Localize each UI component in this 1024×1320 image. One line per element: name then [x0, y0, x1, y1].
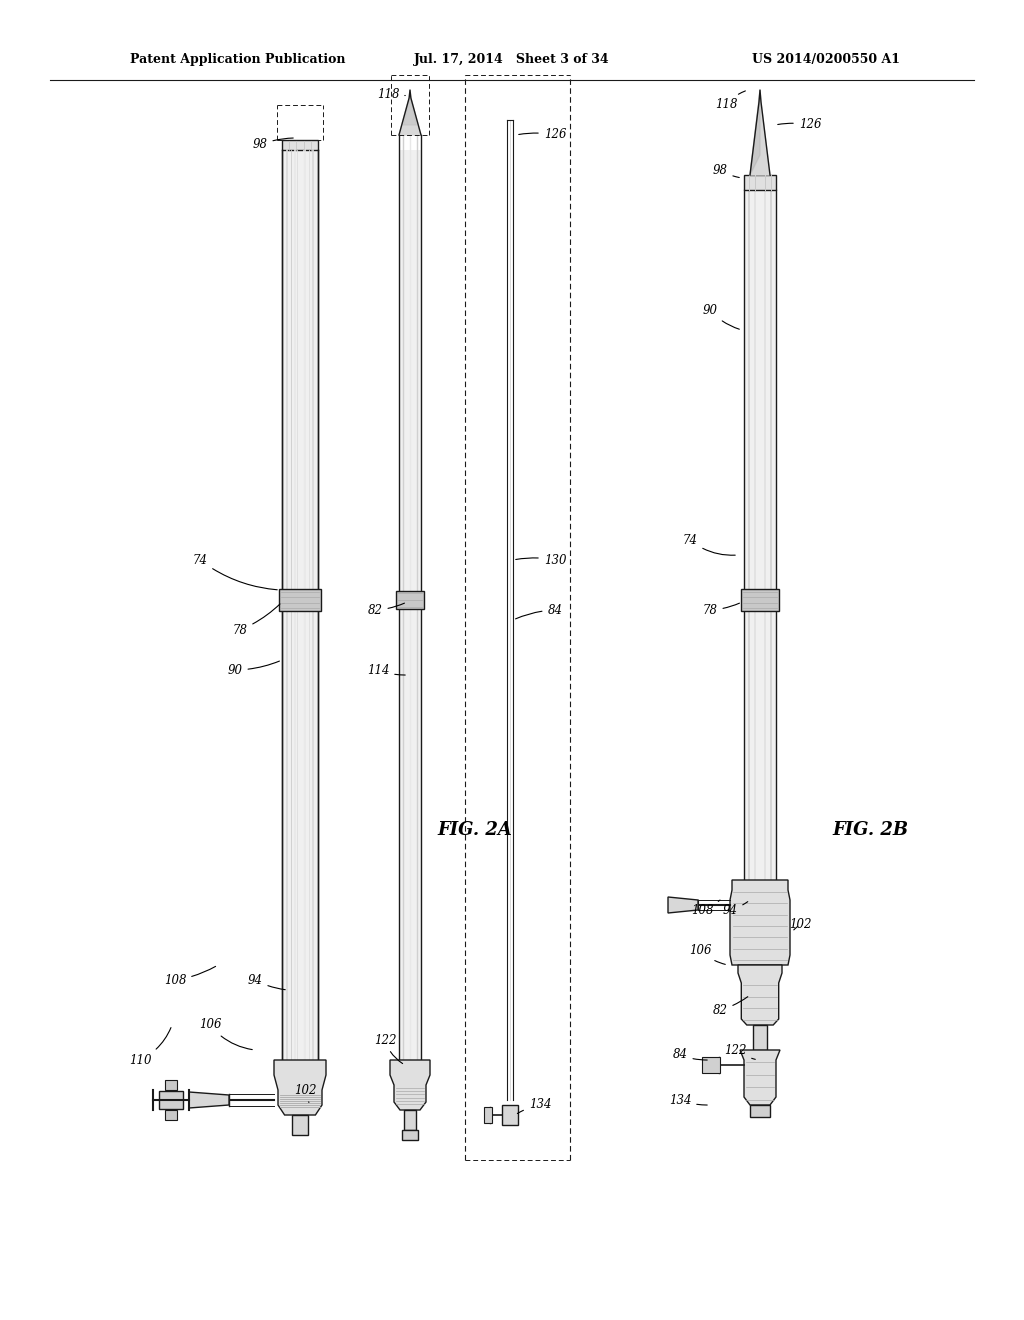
Bar — [741, 589, 779, 611]
Text: FIG. 2A: FIG. 2A — [437, 821, 512, 840]
Bar — [702, 1057, 720, 1073]
Bar — [399, 150, 421, 1060]
Text: 102: 102 — [294, 1084, 316, 1102]
Text: 110: 110 — [129, 1027, 171, 1067]
Bar — [484, 1107, 492, 1123]
Text: 94: 94 — [248, 974, 286, 990]
Text: 94: 94 — [723, 902, 748, 916]
Polygon shape — [668, 898, 698, 913]
Bar — [502, 1105, 518, 1125]
Polygon shape — [390, 1060, 430, 1110]
Polygon shape — [274, 1060, 326, 1115]
Bar — [402, 1130, 418, 1140]
Bar — [292, 1115, 308, 1135]
Text: 90: 90 — [227, 661, 280, 676]
Text: 126: 126 — [778, 119, 821, 132]
Text: 118: 118 — [715, 91, 745, 111]
Bar — [744, 190, 776, 880]
Text: 106: 106 — [689, 944, 725, 965]
Bar — [165, 1080, 177, 1090]
Text: 126: 126 — [519, 128, 566, 141]
Text: FIG. 2B: FIG. 2B — [831, 821, 908, 840]
Polygon shape — [730, 880, 790, 965]
Bar — [282, 140, 318, 150]
Text: Jul. 17, 2014   Sheet 3 of 34: Jul. 17, 2014 Sheet 3 of 34 — [414, 54, 610, 66]
Text: 74: 74 — [683, 533, 735, 556]
Text: 114: 114 — [367, 664, 406, 676]
Text: 122: 122 — [724, 1044, 756, 1060]
Text: 98: 98 — [253, 139, 293, 152]
Bar — [404, 1110, 416, 1130]
Text: 84: 84 — [673, 1048, 708, 1061]
Text: 82: 82 — [368, 603, 404, 616]
Polygon shape — [738, 965, 782, 1026]
Text: 78: 78 — [232, 605, 280, 636]
Polygon shape — [403, 95, 417, 125]
Text: 134: 134 — [517, 1098, 551, 1114]
Text: 108: 108 — [164, 966, 216, 986]
Text: 106: 106 — [199, 1019, 252, 1049]
Text: 82: 82 — [713, 997, 748, 1016]
Text: 102: 102 — [788, 919, 811, 932]
Text: 122: 122 — [374, 1034, 402, 1064]
Text: 90: 90 — [702, 304, 739, 329]
Text: US 2014/0200550 A1: US 2014/0200550 A1 — [752, 54, 900, 66]
Polygon shape — [740, 1049, 780, 1105]
Bar — [744, 176, 776, 190]
Text: 84: 84 — [515, 603, 562, 619]
Bar — [753, 1026, 767, 1049]
Bar — [282, 150, 318, 1060]
Text: 98: 98 — [713, 164, 739, 177]
Text: 134: 134 — [669, 1093, 708, 1106]
Text: 108: 108 — [691, 900, 720, 916]
Bar — [165, 1110, 177, 1119]
Bar — [396, 591, 424, 609]
Polygon shape — [189, 1092, 229, 1107]
Text: 78: 78 — [702, 603, 739, 616]
Polygon shape — [750, 90, 770, 176]
Text: 74: 74 — [193, 553, 278, 590]
Bar — [750, 1105, 770, 1117]
Text: 118: 118 — [377, 88, 406, 102]
Text: 130: 130 — [516, 553, 566, 566]
Polygon shape — [399, 90, 421, 135]
Polygon shape — [750, 90, 760, 176]
Bar — [279, 589, 321, 611]
Text: Patent Application Publication: Patent Application Publication — [130, 54, 345, 66]
Bar — [159, 1092, 183, 1109]
